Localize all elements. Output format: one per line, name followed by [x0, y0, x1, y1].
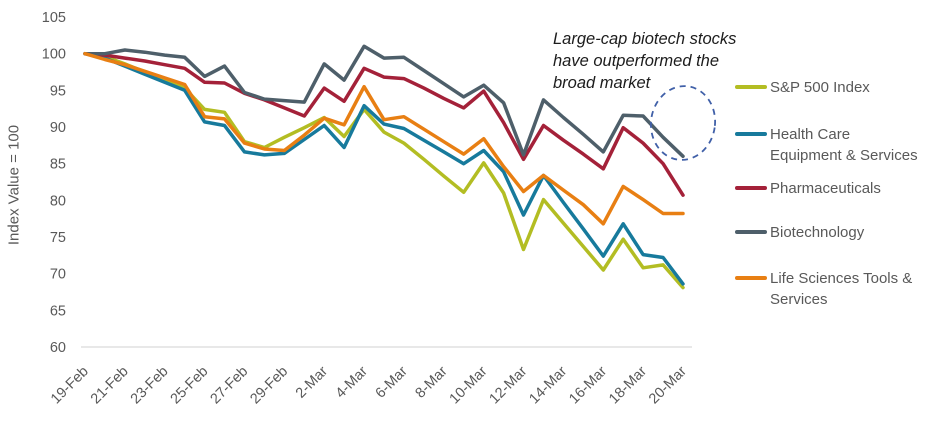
x-tick-label: 27-Feb — [207, 364, 251, 408]
x-tick-label: 18-Mar — [606, 363, 650, 407]
x-tick-label: 10-Mar — [447, 363, 491, 407]
y-tick-label: 95 — [50, 83, 66, 99]
x-tick-label: 4-Mar — [333, 363, 371, 401]
x-tick-label: 25-Feb — [168, 364, 212, 408]
y-tick-label: 60 — [50, 340, 66, 356]
y-tick-label: 70 — [50, 267, 66, 283]
x-tick-label: 12-Mar — [487, 363, 531, 407]
x-tick-label: 21-Feb — [88, 364, 132, 408]
series-line-pharmaceuticals — [83, 51, 685, 197]
x-tick-label: 29-Feb — [247, 364, 291, 408]
annotation-line: Large-cap biotech stocks — [553, 30, 737, 48]
x-tick-label: 20-Mar — [646, 363, 690, 407]
x-tick-label: 19-Feb — [48, 364, 92, 408]
x-tick-label: 2-Mar — [293, 363, 331, 401]
chart-annotation: Large-cap biotech stocks have outperform… — [553, 28, 763, 94]
highlight-ellipse — [649, 85, 717, 161]
series-line-s-p-500-index — [83, 51, 685, 290]
series-line-life-sciences-tools-services — [83, 51, 685, 226]
x-tick-label: 14-Mar — [526, 363, 570, 407]
y-tick-label: 65 — [50, 303, 66, 319]
x-tick-label: 23-Feb — [128, 364, 172, 408]
y-axis-title: Index Value = 100 — [5, 124, 23, 246]
series-line-biotechnology — [83, 44, 685, 159]
y-tick-label: 105 — [42, 10, 66, 26]
y-tick-label: 100 — [42, 47, 66, 63]
y-tick-label: 80 — [50, 193, 66, 209]
y-tick-label: 85 — [50, 157, 66, 173]
y-tick-label: 90 — [50, 120, 66, 136]
x-tick-label: 8-Mar — [413, 363, 451, 401]
annotation-line: have outperformed the — [553, 52, 720, 70]
y-tick-label: 75 — [50, 230, 66, 246]
series-line-health-care-equipment-services — [83, 51, 685, 286]
x-tick-label: 6-Mar — [373, 363, 411, 401]
annotation-line: broad market — [553, 74, 651, 92]
x-tick-label: 16-Mar — [566, 363, 610, 407]
